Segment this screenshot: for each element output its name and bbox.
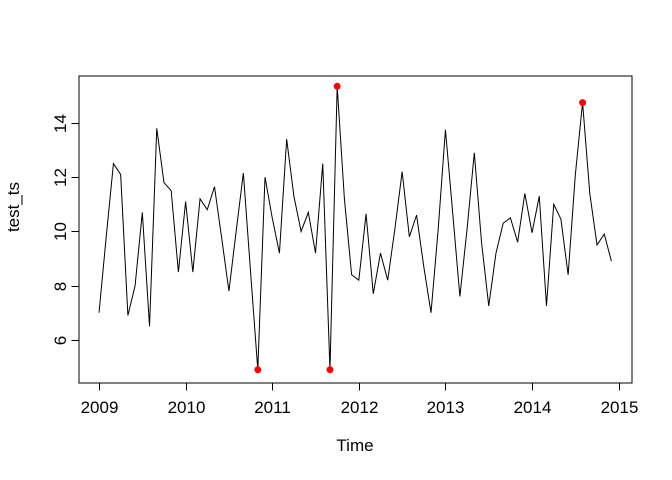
axes: 2009 2010 2011 2012 2013 2014 2015 6 8 10 12 14 (51, 75, 639, 417)
y-tick-label: 10 (51, 222, 70, 241)
x-tick-label: 2012 (341, 398, 379, 417)
x-axis-title: Time (336, 436, 373, 455)
plot-frame (78, 75, 633, 384)
x-tick-label: 2009 (81, 398, 119, 417)
x-tick-label: 2013 (427, 398, 465, 417)
x-tick-label: 2010 (168, 398, 206, 417)
y-tick-label: 14 (51, 114, 70, 133)
outlier-point (326, 366, 334, 374)
outlier-point (579, 99, 587, 107)
outlier-point (333, 82, 341, 90)
y-tick-label: 6 (51, 336, 70, 345)
x-tick-label: 2014 (514, 398, 552, 417)
y-axis-title: test_ts (4, 182, 23, 232)
y-tick-label: 8 (51, 282, 70, 291)
y-tick-label: 12 (51, 168, 70, 187)
x-tick-label: 2011 (254, 398, 291, 417)
x-tick-label: 2015 (601, 398, 639, 417)
outlier-point (254, 366, 262, 374)
series-layer (98, 82, 612, 374)
series-line (98, 86, 612, 370)
